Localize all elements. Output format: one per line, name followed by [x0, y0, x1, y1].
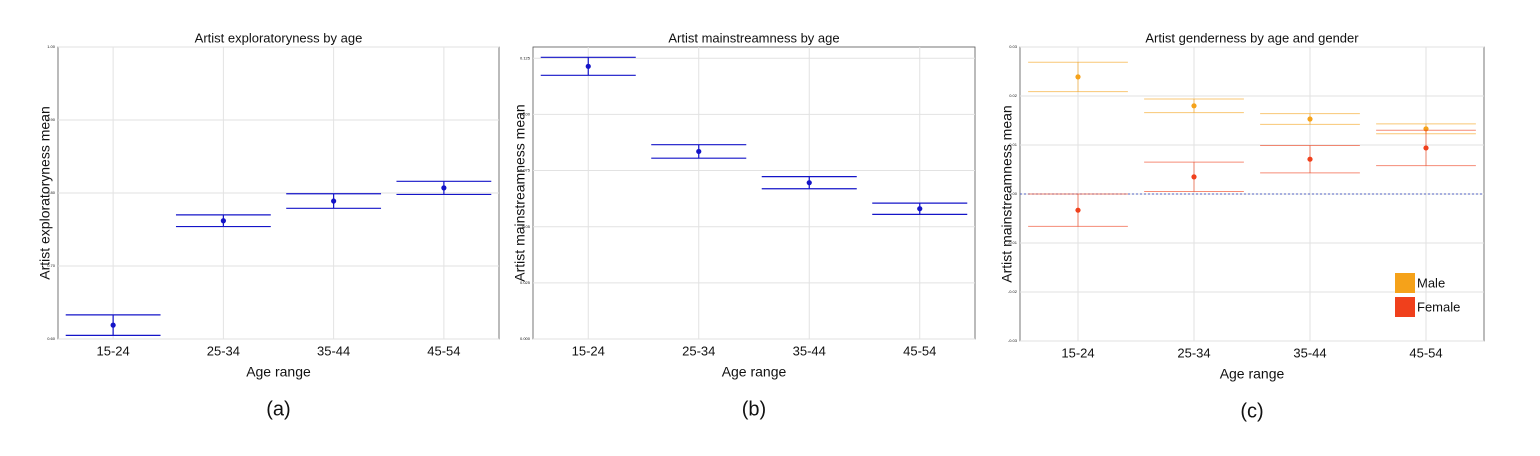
mean-point [1191, 174, 1197, 180]
caption: (c) [1240, 400, 1263, 422]
mean-point [585, 63, 591, 69]
x-tick-label: 45-54 [1409, 345, 1442, 360]
x-tick-label: 25-34 [207, 343, 240, 358]
x-tick-label: 15-24 [572, 343, 605, 358]
panel: 0.000 0.025 0.05 0.075 0.100 0.125 15-24 25-34 3… [512, 30, 976, 420]
mean-point [1075, 74, 1081, 80]
y-tick-label: 0.03 [1009, 44, 1018, 49]
mean-point [917, 206, 923, 212]
y-tick-label: 0.60 [47, 336, 56, 341]
y-tick-label: 0.00 [1009, 191, 1018, 196]
plot-area [532, 46, 976, 340]
chart-title: Artist mainstreamness by age [668, 30, 839, 45]
y-tick-label: 0.05 [522, 224, 531, 229]
x-axis-title: Age range [1220, 366, 1285, 382]
legend-swatch [1395, 297, 1415, 317]
mean-point [1075, 207, 1081, 213]
y-tick-label: 0.70 [47, 263, 56, 268]
mean-point [696, 148, 702, 155]
panel: 0.60 0.70 0.80 0.90 1.00 15-24 25-34 35-44 45-54… [37, 30, 500, 420]
panel: -0.03 -0.02 -0.01 0.00 0.01 0.02 0.03 15-24 25-3… [999, 30, 1485, 422]
legend-swatch [1395, 273, 1415, 293]
x-tick-label: 25-34 [682, 343, 715, 358]
x-tick-label: 35-44 [317, 343, 350, 358]
chart-title: Artist genderness by age and gender [1145, 30, 1359, 45]
y-tick-label: 0.000 [520, 336, 531, 341]
y-tick-label: -0.01 [1008, 240, 1018, 245]
x-tick-label: 45-54 [903, 343, 936, 358]
mean-point [441, 185, 447, 191]
y-tick-label: 0.075 [520, 168, 531, 173]
x-axis-title: Age range [722, 364, 787, 380]
y-axis-title: Artist exploratoryness mean [37, 106, 53, 280]
x-tick-label: 35-44 [1293, 345, 1326, 360]
mean-point [806, 180, 812, 186]
caption: (b) [742, 398, 766, 420]
y-tick-label: 0.80 [47, 190, 56, 195]
mean-point [1191, 103, 1197, 109]
x-tick-label: 15-24 [1061, 345, 1094, 360]
y-tick-label: -0.03 [1008, 338, 1018, 343]
mean-point [1307, 116, 1313, 122]
x-axis-title: Age range [246, 364, 311, 380]
x-tick-label: 45-54 [427, 343, 460, 358]
y-tick-label: 0.125 [520, 55, 531, 60]
y-axis-title: Artist mainstreamness mean [512, 104, 528, 281]
y-tick-label: 0.01 [1009, 142, 1018, 147]
mean-point [331, 198, 337, 204]
x-tick-label: 15-24 [97, 343, 130, 358]
caption: (a) [266, 398, 290, 420]
x-tick-label: 35-44 [793, 343, 826, 358]
mean-point [1423, 145, 1429, 151]
legend-label: Male [1417, 275, 1445, 290]
mean-point [220, 218, 226, 224]
y-tick-label: -0.02 [1008, 289, 1018, 294]
y-tick-label: 0.90 [47, 117, 56, 122]
mean-point [110, 322, 116, 328]
chart-title: Artist exploratoryness by age [195, 30, 363, 45]
mean-point [1307, 156, 1313, 162]
y-axis-title: Artist mainstreamness mean [999, 105, 1015, 282]
x-tick-label: 25-34 [1177, 345, 1210, 360]
y-tick-label: 0.02 [1009, 93, 1018, 98]
legend-label: Female [1417, 299, 1460, 314]
y-tick-label: 0.100 [520, 111, 531, 116]
y-tick-label: 0.025 [520, 280, 531, 285]
y-tick-label: 1.00 [47, 44, 56, 49]
